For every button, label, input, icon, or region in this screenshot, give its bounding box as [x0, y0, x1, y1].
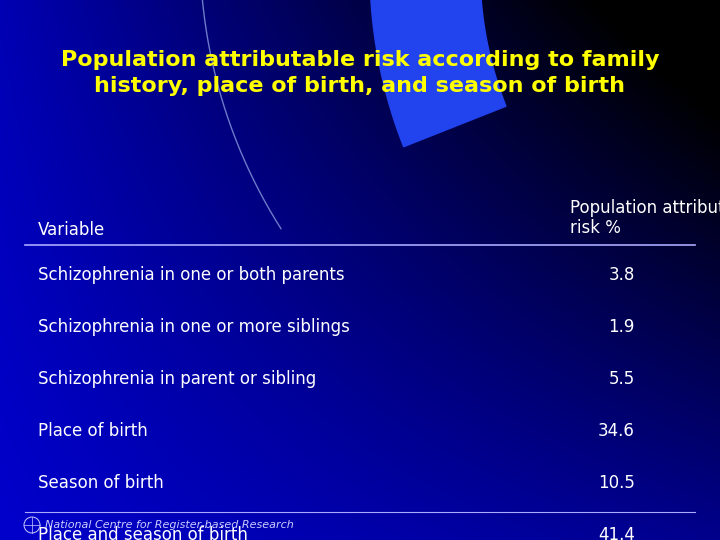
Text: Season of birth: Season of birth	[38, 474, 163, 492]
Text: Population attributable risk according to family
history, place of birth, and se: Population attributable risk according t…	[60, 50, 660, 96]
Text: Variable: Variable	[38, 221, 105, 239]
Text: 10.5: 10.5	[598, 474, 635, 492]
Text: 34.6: 34.6	[598, 422, 635, 440]
Text: Schizophrenia in parent or sibling: Schizophrenia in parent or sibling	[38, 370, 316, 388]
Text: Schizophrenia in one or more siblings: Schizophrenia in one or more siblings	[38, 318, 350, 336]
Text: 1.9: 1.9	[608, 318, 635, 336]
Text: 41.4: 41.4	[598, 526, 635, 540]
Text: Place of birth: Place of birth	[38, 422, 148, 440]
Text: National Centre for Register-based Research: National Centre for Register-based Resea…	[45, 520, 294, 530]
Text: Schizophrenia in one or both parents: Schizophrenia in one or both parents	[38, 266, 345, 284]
Text: Place and season of birth: Place and season of birth	[38, 526, 248, 540]
Text: Population attributable
risk %: Population attributable risk %	[570, 199, 720, 238]
Polygon shape	[370, 0, 714, 147]
Text: 5.5: 5.5	[608, 370, 635, 388]
Text: 3.8: 3.8	[608, 266, 635, 284]
